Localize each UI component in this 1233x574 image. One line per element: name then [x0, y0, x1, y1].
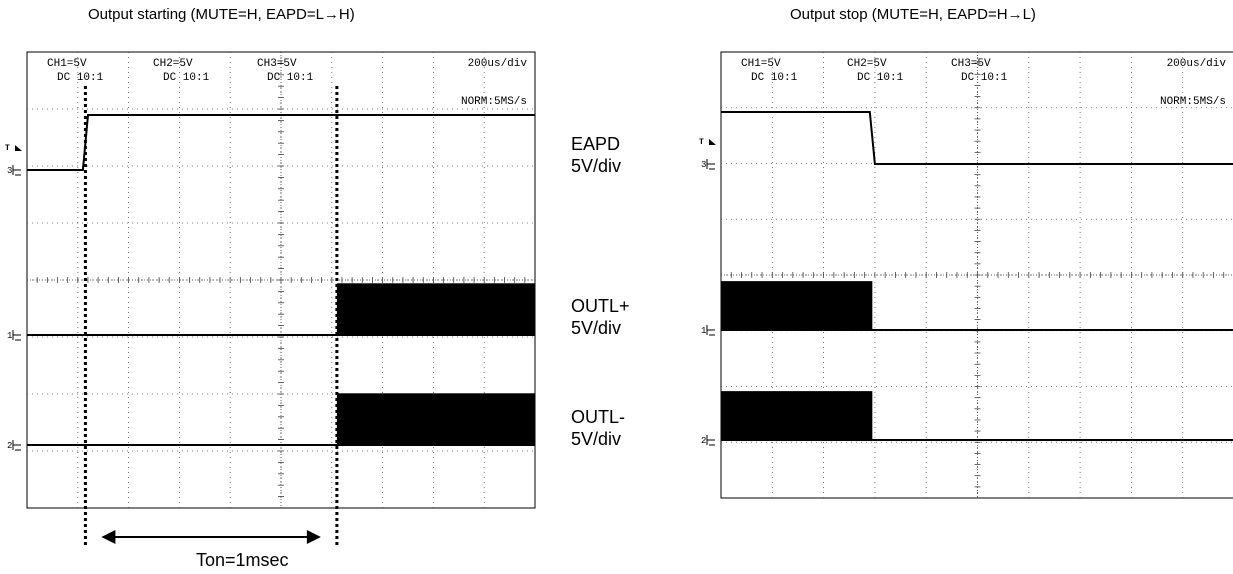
ground-marker-1: 1 — [701, 326, 706, 336]
channel-scale-eapd: 5V/div — [571, 156, 622, 176]
channel-scale-outl-minus: 5V/div — [571, 429, 622, 449]
ground-symbol-1 — [12, 330, 21, 341]
trigger-marker: T — [699, 138, 704, 147]
scope-panel-1: CH1=5V DC 10:1 CH2=5V DC 10:1 CH3=5V DC 10:1 2… — [699, 51, 1233, 499]
scope-panel-0: CH1=5V DC 10:1 CH2=5V DC 10:1 CH3=5V DC 10:1 2… — [5, 51, 536, 548]
channel-header-coupling: DC 10:1 — [267, 72, 314, 84]
timebase-label: 200us/div — [468, 58, 528, 70]
channel-header-coupling: DC 10:1 — [751, 72, 798, 84]
channel-header-name: CH1=5V — [47, 58, 87, 70]
ground-symbol-0 — [12, 165, 21, 176]
timebase-label: 200us/div — [1167, 58, 1227, 70]
trace-eapd — [721, 111, 1233, 165]
chart-title-output-stop: Output stop (MUTE=H, EAPD=H→L) — [790, 6, 1036, 23]
ton-arrow-head-right — [306, 530, 321, 544]
trigger-marker-arrow — [15, 145, 22, 151]
channel-name-eapd: EAPD — [571, 134, 621, 154]
noise-burst-1 — [721, 281, 873, 330]
ground-marker-2: 2 — [7, 441, 12, 451]
noise-burst-1 — [336, 283, 535, 335]
ground-symbol-2 — [12, 440, 21, 451]
channel-header-coupling: DC 10:1 — [163, 72, 210, 84]
channel-header-name: CH3=5V — [951, 58, 991, 70]
channel-name-outl-plus: OUTL+ — [571, 296, 630, 316]
channel-header-name: CH1=5V — [741, 58, 781, 70]
channel-header-name: CH2=5V — [847, 58, 887, 70]
channel-header-coupling: DC 10:1 — [961, 72, 1008, 84]
channel-header-name: CH2=5V — [153, 58, 193, 70]
channel-name-outl-minus: OUTL- — [571, 407, 625, 427]
ground-marker-0: 3 — [7, 166, 12, 176]
trigger-marker: T — [5, 144, 10, 153]
ground-marker-1: 1 — [7, 331, 12, 341]
ground-marker-2: 2 — [701, 436, 706, 446]
sample-rate-label: NORM:5MS/s — [461, 96, 527, 108]
ground-symbol-0 — [706, 159, 715, 170]
noise-burst-2 — [336, 393, 535, 445]
ground-marker-0: 3 — [701, 160, 706, 170]
channel-header-coupling: DC 10:1 — [857, 72, 904, 84]
noise-burst-2 — [721, 391, 873, 440]
channel-header-name: CH3=5V — [257, 58, 297, 70]
trigger-marker-arrow — [709, 139, 716, 145]
channel-label-eapd: EAPD 5V/div — [571, 133, 621, 177]
sample-rate-label: NORM:5MS/s — [1160, 96, 1226, 108]
ton-label: Ton=1msec — [196, 550, 289, 570]
channel-label-outl-plus: OUTL+ 5V/div — [571, 295, 630, 339]
ton-arrow-head-left — [101, 530, 116, 544]
ground-symbol-1 — [706, 325, 715, 336]
chart-title-output-starting: Output starting (MUTE=H, EAPD=L→H) — [88, 6, 355, 23]
channel-header-coupling: DC 10:1 — [57, 72, 104, 84]
channel-scale-outl-plus: 5V/div — [571, 318, 622, 338]
channel-label-outl-minus: OUTL- 5V/div — [571, 406, 625, 450]
ground-symbol-2 — [706, 435, 715, 446]
